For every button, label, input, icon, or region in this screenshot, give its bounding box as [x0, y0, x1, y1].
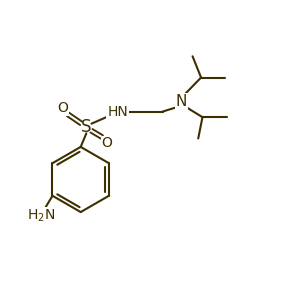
Text: N: N — [176, 94, 187, 109]
Text: HN: HN — [107, 104, 128, 118]
Text: S: S — [81, 118, 92, 136]
Text: O: O — [57, 101, 68, 115]
Text: H$_2$N: H$_2$N — [27, 207, 55, 224]
Text: O: O — [102, 136, 112, 150]
